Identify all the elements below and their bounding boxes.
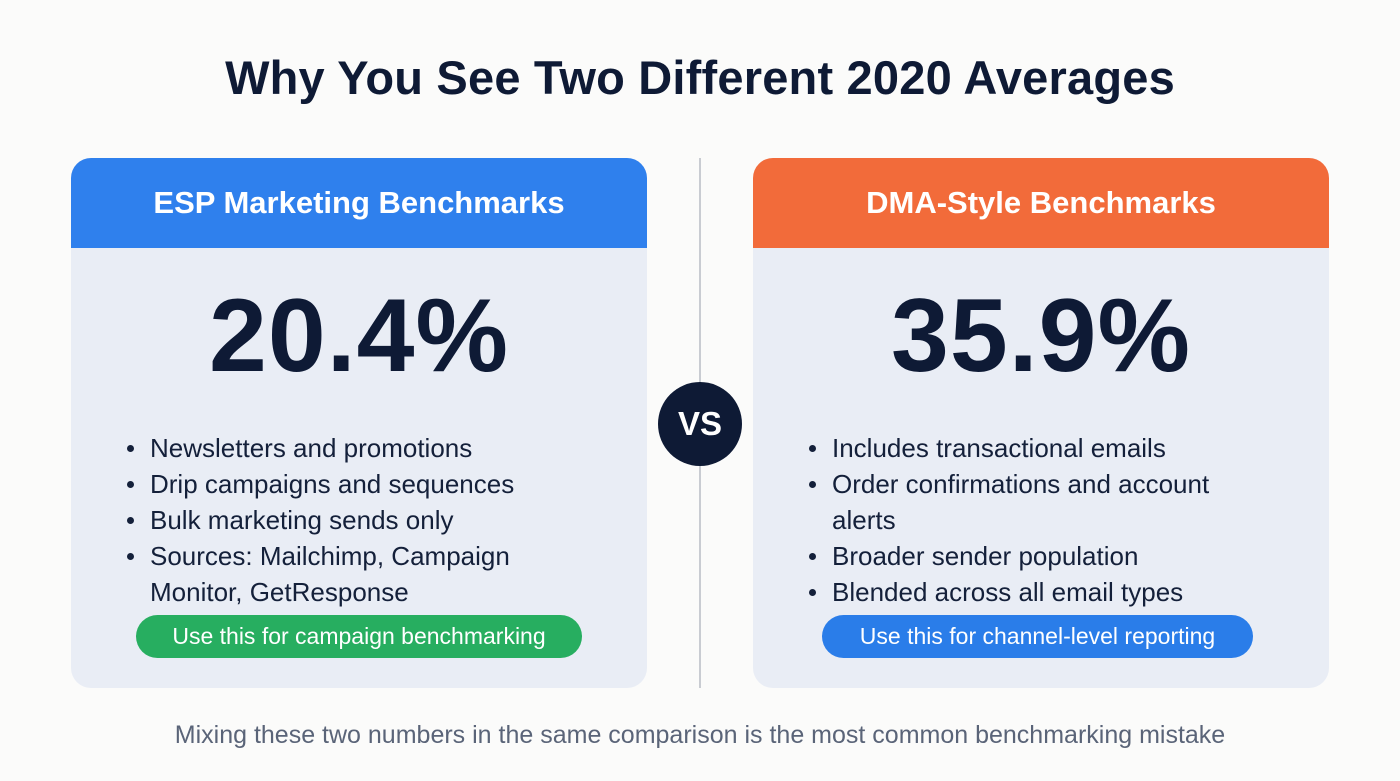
list-item: Drip campaigns and sequences: [123, 466, 647, 502]
footer-note: Mixing these two numbers in the same com…: [174, 721, 1226, 749]
list-item: Includes transactional emails: [805, 430, 1329, 466]
usage-badge: Use this for campaign benchmarking: [136, 615, 582, 658]
bullet-list: Newsletters and promotions Drip campaign…: [71, 430, 647, 610]
list-item: Bulk marketing sends only: [123, 502, 647, 538]
vs-badge: VS: [658, 382, 742, 466]
list-item: Broader sender population: [805, 538, 1329, 574]
card-header: ESP Marketing Benchmarks: [71, 158, 647, 248]
bullet-list: Includes transactional emails Order conf…: [753, 430, 1329, 610]
list-item: Order confirmations and account alerts: [805, 466, 1329, 538]
average-value: 20.4%: [209, 278, 509, 394]
list-item: Newsletters and promotions: [123, 430, 647, 466]
average-value: 35.9%: [891, 278, 1191, 394]
usage-badge: Use this for channel-level reporting: [822, 615, 1253, 658]
dma-benchmarks-card: DMA-Style Benchmarks 35.9% Includes tran…: [753, 158, 1329, 688]
esp-benchmarks-card: ESP Marketing Benchmarks 20.4% Newslette…: [71, 158, 647, 688]
card-header: DMA-Style Benchmarks: [753, 158, 1329, 248]
list-item: Blended across all email types: [805, 574, 1329, 610]
list-item: Sources: Mailchimp, Campaign Monitor, Ge…: [123, 538, 647, 610]
page-title: Why You See Two Different 2020 Averages: [225, 51, 1175, 104]
